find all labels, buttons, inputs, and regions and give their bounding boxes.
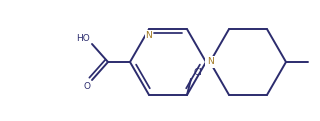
Text: O: O [83,82,90,91]
Text: HO: HO [76,34,90,43]
Text: Cl: Cl [193,68,202,77]
Text: N: N [207,57,213,67]
Text: N: N [146,31,152,40]
